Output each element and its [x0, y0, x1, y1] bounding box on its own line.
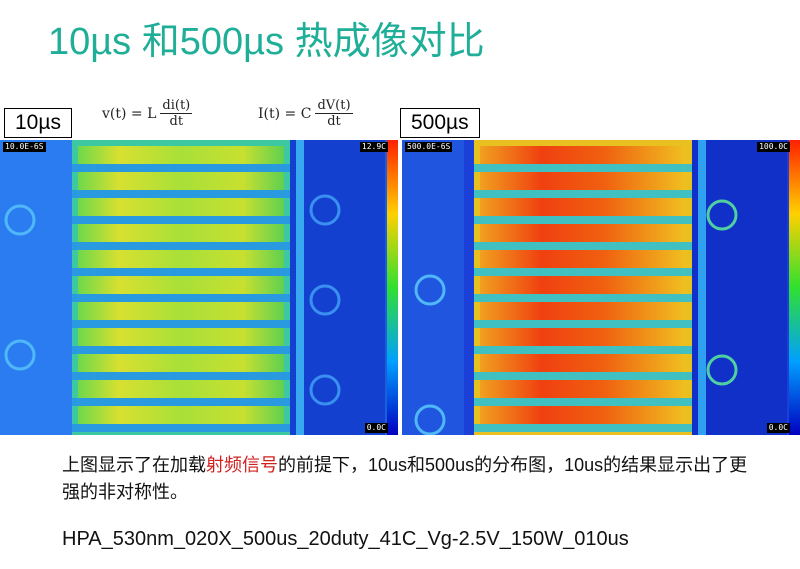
thermal-gap	[72, 424, 290, 432]
measurement-caption: HPA_530nm_020X_500us_20duty_41C_Vg-2.5V_…	[62, 528, 629, 550]
thermal-gap	[474, 190, 692, 198]
scale-min-500us: 0.0C	[766, 423, 790, 433]
current-formula-denominator: dt	[327, 114, 341, 129]
thermal-finger	[480, 406, 686, 424]
thermal-finger	[78, 328, 284, 346]
timestamp-500us: 500.0E-6S	[405, 142, 453, 152]
thermal-finger	[480, 172, 686, 190]
description-highlight: 射频信号	[206, 455, 278, 475]
thermal-finger	[480, 380, 686, 398]
voltage-formula: v(t) = L di(t) dt	[102, 98, 193, 129]
thermal-finger	[480, 198, 686, 216]
thermal-gap	[72, 164, 290, 172]
voltage-formula-numerator: di(t)	[160, 98, 193, 114]
thermal-gap	[474, 346, 692, 354]
thermal-finger	[78, 250, 284, 268]
thermal-finger	[480, 146, 686, 164]
thermal-image-500us: 500.0E-6S 100.0C 0.0C	[402, 140, 800, 435]
thermal-gap	[474, 242, 692, 250]
thermal-gap	[474, 268, 692, 276]
current-formula-lhs: I(t) = C	[258, 105, 312, 122]
voltage-formula-lhs: v(t) = L	[102, 105, 157, 122]
thermal-finger	[78, 406, 284, 424]
thermal-gap	[474, 320, 692, 328]
thermal-gap	[474, 216, 692, 224]
label-500us: 500µs	[400, 108, 480, 138]
description-part1: 上图显示了在加载	[62, 455, 206, 475]
thermal-image-10us: 10.0E-6S 12.9C 0.0C	[0, 140, 398, 435]
description-part2: 的前提下，10us和500us的分布图，10us的结果显示出了更强的非对称性。	[62, 455, 748, 502]
thermal-finger	[480, 354, 686, 372]
thermal-gap	[72, 190, 290, 198]
scale-min-10us: 0.0C	[364, 423, 388, 433]
thermal-finger	[78, 302, 284, 320]
thermal-finger	[78, 172, 284, 190]
thermal-finger	[78, 198, 284, 216]
thermal-finger	[480, 250, 686, 268]
thermal-finger	[480, 224, 686, 242]
thermal-finger	[480, 276, 686, 294]
current-formula: I(t) = C dV(t) dt	[258, 98, 353, 129]
thermal-gap	[72, 346, 290, 354]
slide-title: 10µs 和500µs 热成像对比	[48, 21, 485, 63]
thermal-finger	[78, 354, 284, 372]
thermal-gap	[72, 320, 290, 328]
description-text: 上图显示了在加载射频信号的前提下，10us和500us的分布图，10us的结果显…	[62, 452, 762, 506]
thermal-finger	[78, 224, 284, 242]
thermal-gap	[72, 216, 290, 224]
current-formula-numerator: dV(t)	[315, 98, 353, 114]
thermal-gap	[72, 268, 290, 276]
thermal-gap	[72, 242, 290, 250]
thermal-finger	[78, 380, 284, 398]
scale-max-500us: 100.0C	[757, 142, 790, 152]
thermal-gap	[72, 398, 290, 406]
label-10us: 10µs	[4, 108, 72, 138]
thermal-gap	[474, 424, 692, 432]
thermal-finger	[78, 276, 284, 294]
timestamp-10us: 10.0E-6S	[3, 142, 46, 152]
thermal-gap	[474, 164, 692, 172]
thermal-gap	[474, 294, 692, 302]
voltage-formula-denominator: dt	[169, 114, 184, 129]
thermal-finger	[480, 328, 686, 346]
thermal-gap	[72, 294, 290, 302]
scale-max-10us: 12.9C	[359, 142, 388, 152]
thermal-finger	[78, 146, 284, 164]
thermal-finger	[480, 302, 686, 320]
thermal-gap	[474, 372, 692, 380]
thermal-gap	[474, 398, 692, 406]
thermal-gap	[72, 372, 290, 380]
